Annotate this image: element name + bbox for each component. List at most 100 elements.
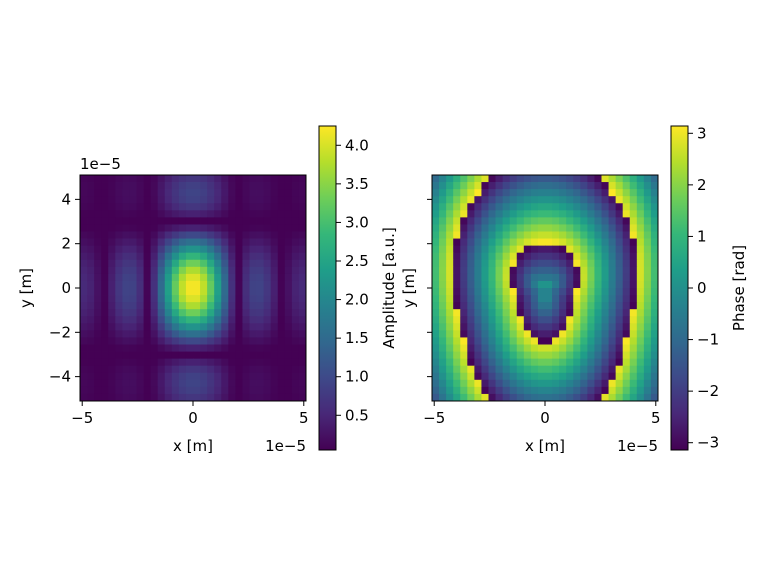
phase-cell [615,323,624,331]
amplitude-cell [291,344,300,352]
amplitude-cell [214,372,222,381]
amplitude-cell [228,245,236,254]
amplitude-cell [129,203,137,211]
phase-cell [643,175,652,183]
phase-cell [537,351,546,360]
phase-cell [587,393,595,402]
amplitude-cell [122,259,130,268]
phase-cell [481,344,489,352]
phase-cell [650,182,659,190]
phase-cell [566,273,574,282]
phase-cell [446,203,454,211]
amplitude-cell [228,266,236,275]
amplitude-cell [122,316,130,324]
amplitude-cell [178,231,187,239]
amplitude-cell [101,302,109,310]
phase-cell [439,393,447,402]
amplitude-cell [80,386,88,395]
phase-cell [523,393,532,402]
phase-cell [629,358,638,367]
phase-cell [509,224,518,232]
phase-cell [432,210,440,218]
amplitude-cell [256,386,265,395]
amplitude-cell [94,238,102,247]
amplitude-cell [108,386,116,395]
amplitude-cell [263,351,272,360]
phase-cell [432,252,440,261]
amplitude-cell [263,238,272,247]
phase-cell [509,252,518,261]
phase-cell [530,217,539,225]
amplitude-cell [284,309,293,317]
amplitude-cell [277,203,286,211]
amplitude-cell [108,189,116,197]
amplitude-cell [235,210,243,218]
phase-cell [643,217,652,225]
phase-cell [481,203,489,211]
amplitude-cell [164,224,173,232]
amplitude-cell [80,238,88,247]
amplitude-cell [207,182,215,190]
phase-cell [481,182,489,190]
phase-cell [432,337,440,345]
phase-cell [580,309,588,317]
amplitude-cell [87,386,95,395]
amplitude-cell [221,365,229,374]
phase-cell [516,266,525,275]
amplitude-cell [80,358,88,367]
amplitude-cell [228,316,236,324]
phase-cell [601,245,609,254]
amplitude-cell [200,252,208,261]
phase-cell [552,273,560,282]
phase-cell [580,302,588,310]
amplitude-cell [214,196,222,204]
amplitude-cell [298,203,307,211]
phase-cell [559,217,567,225]
phase-cell [545,330,553,338]
amplitude-cell [277,175,286,183]
phase-cell [573,266,581,275]
phase-cell [467,182,475,190]
phase-cell [481,266,489,275]
phase-cell [650,189,659,197]
phase-cell [545,372,553,381]
phase-cell [601,351,609,360]
amplitude-cell [249,316,257,324]
phase-cell [629,217,638,225]
amplitude-cell [143,309,152,317]
phase-cell [439,323,447,331]
phase-cell [608,316,617,324]
amplitude-cell [277,182,286,190]
phase-cell [488,393,496,402]
amplitude-cell [178,217,187,225]
amplitude-cell [214,386,222,395]
amplitude-cell [291,182,300,190]
amplitude-cell [249,302,257,310]
phase-cell [481,386,489,395]
amplitude-cell [284,379,293,388]
phase-cell [615,245,624,254]
amplitude-cell [87,365,95,374]
amplitude-cell [263,372,272,381]
amplitude-cell [150,309,159,317]
phase-cell [439,365,447,374]
amplitude-cell [214,210,222,218]
phase-cell [432,175,440,183]
amplitude-cell [256,288,265,296]
amplitude-cell [284,393,293,402]
amplitude-cell [122,238,130,247]
phase-cell [446,379,454,388]
amplitude-cell [157,393,166,402]
phase-cell [502,288,511,296]
amplitude-cell [143,273,152,282]
amplitude-cell [284,196,293,204]
amplitude-cell [101,358,109,367]
phase-cell [615,182,624,190]
phase-cell [488,330,496,338]
amplitude-cell [291,302,300,310]
amplitude-cell [185,266,194,275]
phase-cell [460,386,468,395]
phase-cell [537,245,546,254]
amplitude-cell [136,182,144,190]
phase-cell [594,196,602,204]
